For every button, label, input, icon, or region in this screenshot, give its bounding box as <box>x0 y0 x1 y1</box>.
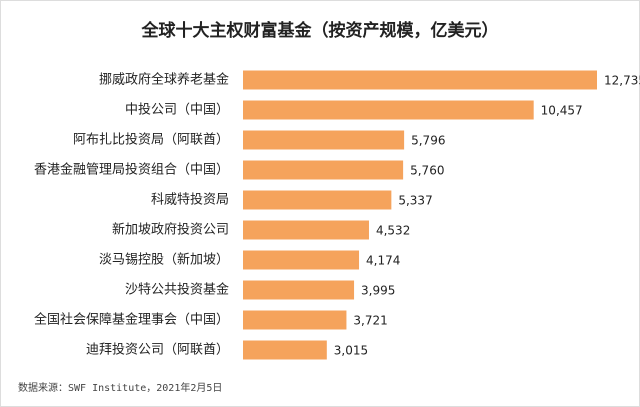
value-label: 3,721 <box>353 314 387 328</box>
value-label: 3,995 <box>361 284 395 298</box>
bar <box>243 100 534 120</box>
value-label: 3,015 <box>334 344 368 358</box>
chart-title: 全球十大主权财富基金（按资产规模，亿美元） <box>141 20 499 41</box>
bar <box>243 250 360 270</box>
bar <box>243 340 327 360</box>
bar <box>243 130 405 150</box>
value-label: 4,174 <box>366 254 400 268</box>
category-label: 沙特公共投资基金 <box>125 282 229 298</box>
value-label: 12,735 <box>604 74 640 88</box>
bar <box>243 160 404 180</box>
source-note: 数据来源：SWF Institute，2021年2月5日 <box>18 381 222 394</box>
category-label: 中投公司（中国） <box>125 102 229 118</box>
value-label: 5,760 <box>410 164 444 178</box>
value-label: 10,457 <box>541 104 583 118</box>
bar <box>243 190 392 210</box>
category-label: 迪拜投资公司（阿联酋） <box>86 342 229 358</box>
bar <box>243 310 347 330</box>
category-label: 阿布扎比投资局（阿联酋） <box>73 132 229 148</box>
category-label: 挪威政府全球养老基金 <box>99 72 229 88</box>
category-label: 淡马锡控股（新加坡） <box>99 252 229 268</box>
bar <box>243 70 597 90</box>
bar <box>243 280 355 300</box>
bar <box>243 220 369 240</box>
value-label: 4,532 <box>376 224 410 238</box>
value-label: 5,796 <box>411 134 445 148</box>
category-label: 新加坡政府投资公司 <box>112 222 229 238</box>
category-label: 香港金融管理局投资组合（中国） <box>34 162 229 178</box>
category-label: 科威特投资局 <box>151 192 229 208</box>
value-label: 5,337 <box>398 194 432 208</box>
category-label: 全国社会保障基金理事会（中国） <box>34 312 229 328</box>
